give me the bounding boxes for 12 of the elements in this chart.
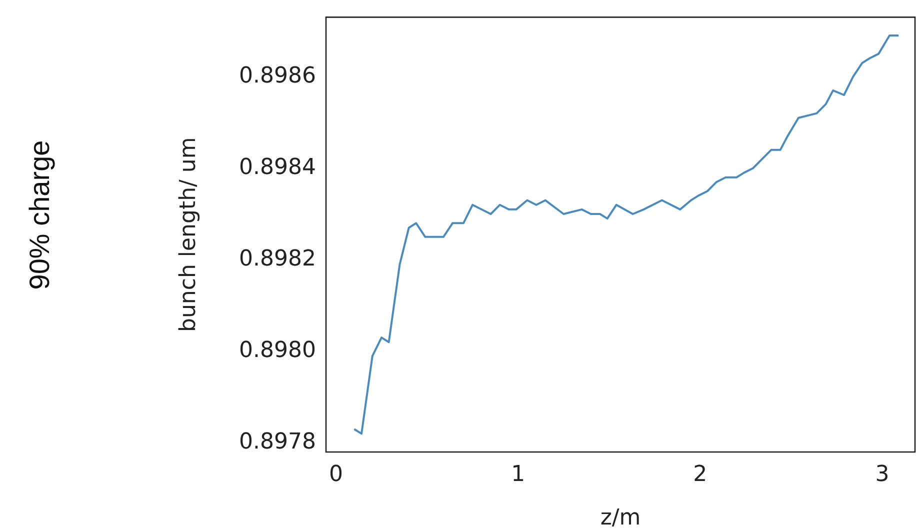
y-tick-label: 0.8982	[239, 246, 316, 272]
x-tick-label: 1	[511, 462, 526, 487]
x-tick-label: 2	[693, 462, 708, 487]
y-tick-label: 0.8978	[239, 430, 316, 455]
x-tick-label: 0	[329, 462, 344, 487]
y-axis-title: bunch length/ um	[176, 137, 201, 332]
y-tick-label: 0.8986	[239, 63, 316, 88]
y-tick-label: 0.8984	[239, 154, 316, 180]
y-tick-label: 0.8980	[239, 338, 316, 364]
x-axis-title: z/m	[600, 506, 641, 531]
text: 90% charge	[24, 140, 56, 290]
x-tick-label: 3	[875, 462, 890, 487]
